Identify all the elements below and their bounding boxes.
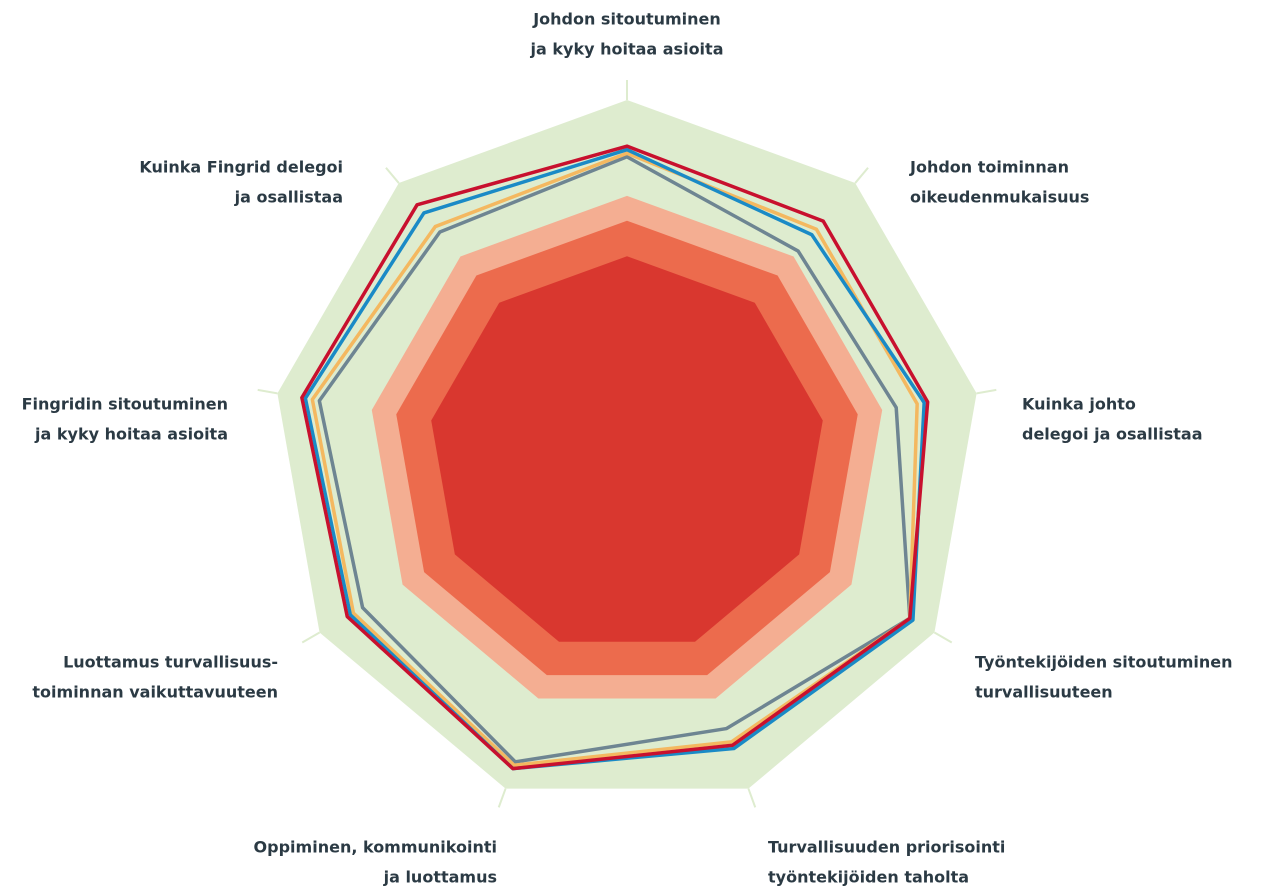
axis-label: turvallisuuteen xyxy=(975,683,1113,702)
axis-label: Luottamus turvallisuus- xyxy=(63,653,278,672)
axis-label: Kuinka johto xyxy=(1022,395,1136,414)
axis-label: Fingridin sitoutuminen xyxy=(22,395,228,414)
axis-label: ja kyky hoitaa asioita xyxy=(34,425,228,444)
axis-tick xyxy=(747,788,757,808)
axis-tick xyxy=(497,788,507,808)
axis-label: ja luottamus xyxy=(383,868,497,887)
axis-tick xyxy=(385,167,400,184)
axis-label: Johdon sitoutuminen xyxy=(532,10,721,29)
axis-label: ja osallistaa xyxy=(234,188,343,207)
axis-tick xyxy=(257,388,278,395)
axis-label: ja kyky hoitaa asioita xyxy=(530,40,724,59)
axis-label: Turvallisuuden priorisointi xyxy=(768,838,1005,857)
axis-label: toiminnan vaikuttavuuteen xyxy=(32,683,278,702)
axis-tick xyxy=(933,631,953,644)
band xyxy=(431,256,823,642)
axis-tick xyxy=(976,388,997,395)
axis-tick xyxy=(301,631,321,644)
axis-label: delegoi ja osallistaa xyxy=(1022,425,1203,444)
axis-tick xyxy=(854,167,869,184)
axis-label: Johdon toiminnan xyxy=(909,158,1069,177)
axis-label: työntekijöiden taholta xyxy=(768,868,969,887)
axis-label: Oppiminen, kommunikointi xyxy=(254,838,497,857)
axis-label: oikeudenmukaisuus xyxy=(910,188,1089,207)
axis-label: Kuinka Fingrid delegoi xyxy=(139,158,343,177)
series-line xyxy=(317,155,912,764)
axis-label: Työntekijöiden sitoutuminen xyxy=(975,653,1233,672)
series-line xyxy=(300,144,930,771)
